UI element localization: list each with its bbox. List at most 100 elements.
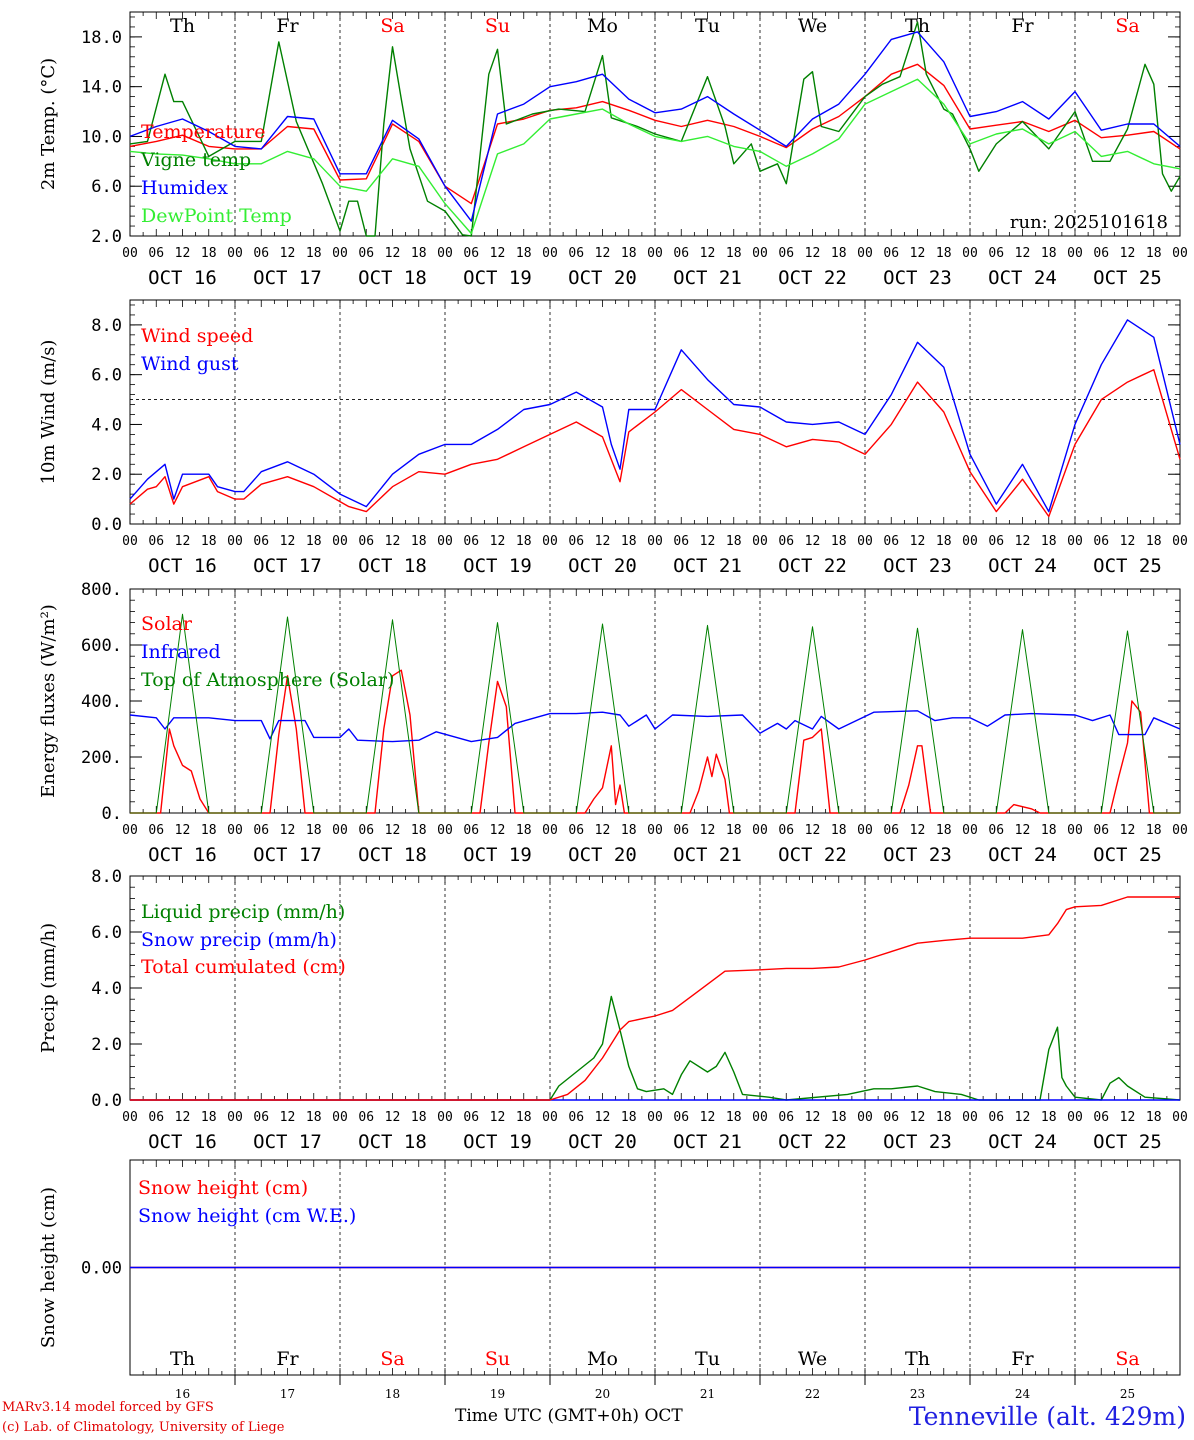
weekday-label: Th: [905, 15, 930, 37]
hour-tick-label: 00: [1172, 534, 1188, 549]
hour-tick-label: 06: [463, 823, 479, 838]
hour-tick-label: 06: [463, 246, 479, 261]
hour-tick-label: 12: [490, 534, 506, 549]
hour-tick-label: 18: [201, 823, 217, 838]
hour-tick-label: 18: [516, 246, 532, 261]
hour-tick-label: 06: [673, 823, 689, 838]
y-tick-label: 8.0: [91, 867, 122, 887]
hour-tick-label: 06: [673, 534, 689, 549]
day-number: 16: [175, 1387, 190, 1401]
hour-tick-label: 00: [857, 1110, 873, 1125]
hour-tick-label: 00: [1172, 823, 1188, 838]
hour-tick-label: 06: [778, 246, 794, 261]
date-label: OCT 19: [463, 844, 532, 866]
date-label: OCT 23: [883, 267, 952, 289]
hour-tick-label: 06: [148, 534, 164, 549]
hour-tick-label: 06: [463, 534, 479, 549]
date-label: OCT 20: [568, 555, 637, 577]
hour-tick-label: 00: [647, 534, 663, 549]
hour-tick-label: 06: [568, 246, 584, 261]
legend-entry: Infrared: [141, 641, 221, 663]
hour-tick-label: 18: [411, 823, 427, 838]
weekday-label: Sa: [380, 1348, 404, 1370]
hour-tick-label: 18: [831, 1110, 847, 1125]
hour-tick-label: 12: [280, 823, 296, 838]
series-line-vigne-temp: [129, 21, 1181, 237]
hour-tick-label: 12: [805, 1110, 821, 1125]
date-label: OCT 21: [673, 844, 742, 866]
legend-entry: Snow height (cm): [138, 1177, 308, 1199]
hour-tick-label: 18: [411, 1110, 427, 1125]
series-line-infrared: [129, 710, 1181, 743]
y-tick-label: 0.0: [91, 1091, 122, 1111]
y-tick-label: 2.0: [91, 1035, 122, 1055]
credit-lab: (c) Lab. of Climatology, University of L…: [2, 1420, 285, 1435]
hour-tick-label: 06: [148, 246, 164, 261]
hour-tick-label: 06: [1093, 1110, 1109, 1125]
hour-tick-label: 12: [910, 823, 926, 838]
hour-tick-label: 18: [936, 823, 952, 838]
weekday-label: We: [798, 15, 827, 37]
date-label: OCT 25: [1093, 555, 1162, 577]
panel-5: 0.00 Snow height (cm) Snow height (cm) Snow…: [38, 1159, 1181, 1401]
y-axis-label: Precip (mm/h): [38, 923, 59, 1053]
date-label: OCT 19: [463, 267, 532, 289]
hour-tick-label: 00: [647, 246, 663, 261]
hour-tick-label: 00: [1172, 1110, 1188, 1125]
date-label: OCT 18: [358, 844, 427, 866]
legend-entry: Total cumulated (cm): [141, 956, 346, 978]
series-line-top-of-atmosphere-solar-: [130, 613, 1180, 814]
weekday-label: Th: [170, 1348, 195, 1370]
weekday-label: Mo: [587, 1348, 618, 1370]
y-tick-label: 10.0: [81, 127, 122, 147]
hour-tick-label: 12: [595, 1110, 611, 1125]
hour-tick-label: 18: [726, 534, 742, 549]
hour-tick-label: 00: [1067, 823, 1083, 838]
date-label: OCT 22: [778, 844, 847, 866]
legend-entry: DewPoint Temp: [141, 205, 292, 227]
y-axis-label: 10m Wind (m/s): [38, 340, 59, 485]
series-line-humidex: [129, 31, 1181, 222]
weekday-label: Th: [170, 15, 195, 37]
weekday-label: We: [798, 1348, 827, 1370]
hour-tick-label: 06: [148, 1110, 164, 1125]
hour-tick-label: 18: [1146, 246, 1162, 261]
weekday-label: Sa: [1115, 15, 1139, 37]
hour-tick-label: 00: [122, 534, 138, 549]
hour-tick-label: 18: [936, 534, 952, 549]
panel-2: 0.0 2.0 4.0 6.0 8.0 10m Wind (m/s) Wind speed W…: [38, 299, 1188, 577]
hour-tick-label: 18: [411, 534, 427, 549]
date-label: OCT 16: [148, 1131, 217, 1153]
hour-tick-label: 18: [936, 1110, 952, 1125]
y-tick-label: 6.0: [91, 923, 122, 943]
hour-tick-label: 18: [306, 246, 322, 261]
hour-tick-label: 00: [122, 1110, 138, 1125]
y-tick-label: 400.: [81, 692, 122, 712]
series-line-wind-gust: [129, 319, 1181, 513]
date-label: OCT 23: [883, 844, 952, 866]
date-label: OCT 25: [1093, 1131, 1162, 1153]
date-label: OCT 23: [883, 1131, 952, 1153]
hour-tick-label: 12: [1120, 246, 1136, 261]
date-label: OCT 18: [358, 1131, 427, 1153]
hour-tick-label: 18: [1146, 1110, 1162, 1125]
hour-tick-label: 00: [542, 823, 558, 838]
hour-tick-label: 18: [516, 823, 532, 838]
hour-tick-label: 00: [752, 1110, 768, 1125]
series-line-dewpoint-temp: [129, 78, 1181, 235]
weekday-label: Mo: [587, 15, 618, 37]
y-axis-label: Energy fluxes (W/m²): [38, 604, 59, 798]
legend-entry: Snow height (cm W.E.): [138, 1205, 356, 1227]
hour-tick-label: 06: [988, 823, 1004, 838]
hour-tick-label: 00: [857, 823, 873, 838]
hour-tick-label: 12: [595, 823, 611, 838]
hour-tick-label: 06: [883, 823, 899, 838]
panel-3: 0. 200. 400. 600. 800. Energy fluxes (W/m²) So…: [38, 580, 1188, 866]
hour-tick-label: 12: [1015, 1110, 1031, 1125]
hour-tick-label: 12: [490, 246, 506, 261]
hour-tick-label: 18: [1041, 823, 1057, 838]
date-label: OCT 24: [988, 267, 1057, 289]
credit-model: MARv3.14 model forced by GFS: [2, 1400, 214, 1415]
hour-tick-label: 00: [437, 823, 453, 838]
day-number: 24: [1015, 1387, 1031, 1401]
